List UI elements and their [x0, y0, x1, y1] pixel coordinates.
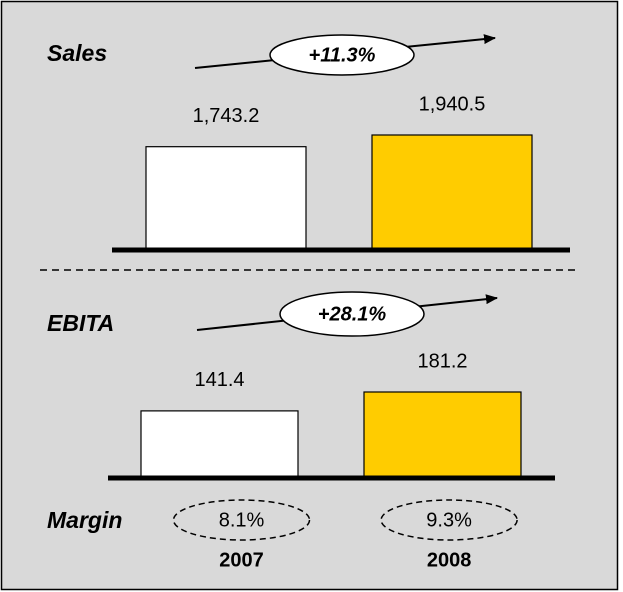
value-label: 1,743.2	[193, 105, 260, 127]
margin-ellipse	[380, 499, 518, 541]
chart-title: Sales	[47, 40, 107, 66]
growth-ellipse	[269, 34, 415, 76]
growth-ellipse	[279, 291, 425, 337]
bar	[371, 134, 533, 251]
x-tick-label: 2007	[219, 549, 264, 571]
value-label: 181.2	[417, 350, 467, 372]
bar	[140, 410, 299, 479]
growth-label: +28.1%	[318, 303, 387, 325]
bar	[363, 391, 522, 479]
x-tick-label: 2008	[427, 549, 472, 571]
value-label: 141.4	[194, 369, 244, 391]
margin-title: Margin	[47, 507, 122, 533]
margin-label: 9.3%	[426, 509, 472, 531]
growth-label: +11.3%	[309, 44, 376, 66]
value-label: 1,940.5	[419, 93, 486, 115]
margin-ellipse	[172, 499, 311, 541]
bar	[145, 146, 307, 251]
margin-label: 8.1%	[219, 509, 265, 531]
chart-title: EBITA	[47, 310, 114, 336]
